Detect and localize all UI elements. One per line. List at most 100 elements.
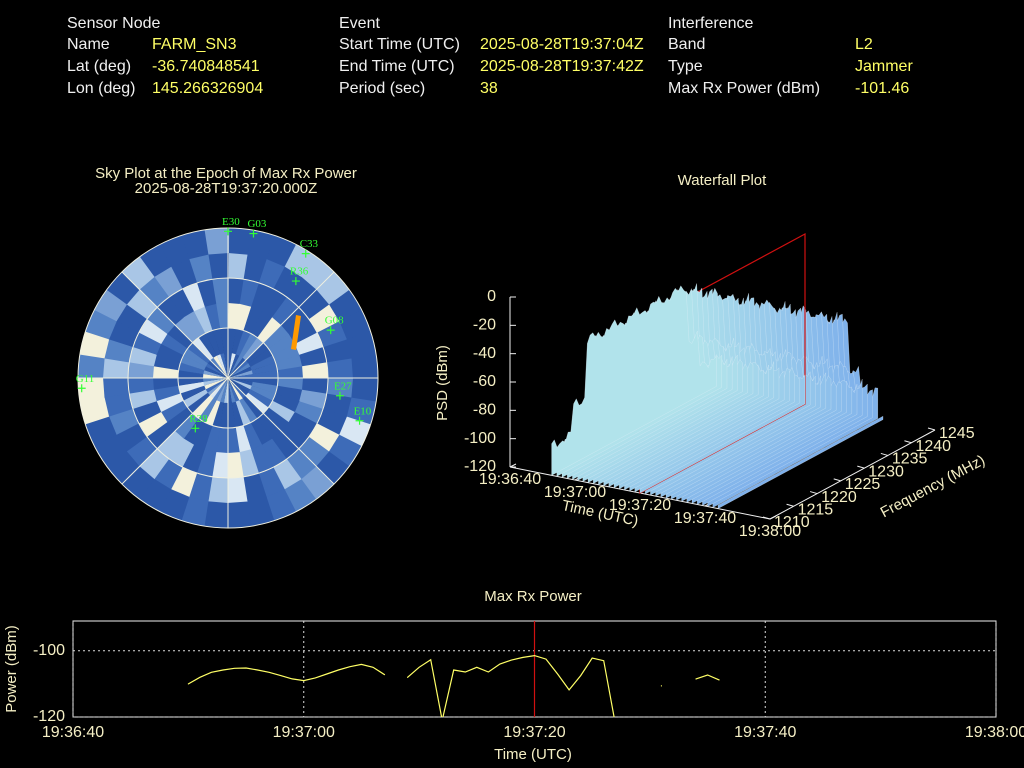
heat-cell <box>116 303 148 333</box>
heat-cell <box>139 275 170 308</box>
heat-cell <box>153 458 183 490</box>
x-tick-label: 19:37:40 <box>734 724 796 741</box>
heat-cell <box>263 324 290 349</box>
heat-cell <box>181 444 205 474</box>
field-label: Period (sec) <box>339 80 425 97</box>
heat-cell <box>212 401 225 428</box>
heat-cell <box>152 365 179 378</box>
field-label: Lon (deg) <box>67 80 136 97</box>
satellite-label: G03 <box>247 218 266 230</box>
heat-cell <box>79 330 110 359</box>
heat-cell <box>228 378 253 390</box>
freq-axis <box>769 429 936 520</box>
heat-cell <box>228 370 254 378</box>
heat-cell <box>250 385 276 402</box>
heat-cell <box>203 501 228 528</box>
heat-cell <box>235 303 252 331</box>
field-value: Jammer <box>855 58 913 75</box>
heat-cell <box>170 466 198 498</box>
sky-subtitle: 2025-08-28T19:37:20.000Z <box>135 180 318 197</box>
satellite-label: E10 <box>354 405 372 417</box>
time-tick <box>509 463 517 468</box>
heat-cell <box>272 296 300 326</box>
heat-cell <box>228 378 243 401</box>
heat-cell <box>228 353 240 378</box>
heat-cell <box>220 352 228 378</box>
satellite-marker <box>335 391 344 400</box>
sky-title: Sky Plot at the Epoch of Max Rx Power <box>95 165 357 182</box>
heat-cell <box>219 402 228 429</box>
heat-cell <box>245 392 269 414</box>
heat-cell <box>152 377 179 390</box>
field-value: 145.266326904 <box>152 80 263 97</box>
heat-cell <box>128 346 157 367</box>
heat-cell <box>245 342 270 364</box>
heat-cell <box>228 355 244 378</box>
heat-cell <box>268 333 296 356</box>
heat-cell <box>177 369 204 378</box>
heat-cell <box>251 381 278 394</box>
field-label: Lat (deg) <box>67 58 131 75</box>
heat-cell <box>228 252 249 280</box>
heat-cell <box>132 331 162 355</box>
heat-cell <box>202 369 228 378</box>
heat-cell <box>224 352 229 378</box>
heat-cell <box>252 370 279 379</box>
satellite-label: G11 <box>76 373 95 385</box>
freq-tick-label: 1235 <box>892 451 928 468</box>
y-tick-label: -120 <box>33 708 65 725</box>
z-tick-label: 0 <box>487 288 496 305</box>
chart-title: Max Rx Power <box>484 588 582 605</box>
heat-cell <box>182 389 208 408</box>
heat-cell <box>127 377 154 394</box>
heat-cell <box>187 342 211 364</box>
heat-cell <box>239 449 260 478</box>
heat-cell <box>228 366 253 378</box>
heat-cell <box>196 449 217 478</box>
heat-cell <box>171 258 198 289</box>
heat-cell <box>220 327 229 354</box>
waterfall-title: Waterfall Plot <box>678 172 767 189</box>
freq-tick-label: 1220 <box>821 489 857 506</box>
field-label: Type <box>668 58 703 75</box>
satellite-marker <box>301 249 310 258</box>
freq-tick <box>762 516 771 520</box>
field-value: L2 <box>855 36 873 53</box>
freq-tick-label: 1225 <box>845 476 881 493</box>
heat-cell <box>192 395 214 419</box>
heat-cell <box>159 234 191 267</box>
heat-cell <box>257 316 282 343</box>
heat-cell <box>302 378 329 395</box>
heat-cell <box>247 229 276 260</box>
spectrum-slice <box>717 415 884 509</box>
heat-cell <box>228 363 251 378</box>
freq-tick <box>904 440 912 444</box>
heat-cell <box>351 378 378 403</box>
heat-cell <box>204 228 230 255</box>
heat-cell <box>257 413 282 440</box>
heat-cell <box>271 431 300 460</box>
heat-cell <box>160 400 188 423</box>
heat-cell <box>226 501 252 528</box>
field-label: Start Time (UTC) <box>339 36 460 53</box>
freq-tick-label: 1230 <box>868 463 904 480</box>
heat-cell <box>277 378 304 391</box>
heat-cell <box>108 408 139 435</box>
heat-cell <box>180 354 206 371</box>
satellite-label: E27 <box>334 380 352 392</box>
heat-cell <box>250 418 273 446</box>
freq-tick <box>810 491 818 495</box>
satellite-label: R36 <box>290 266 309 278</box>
heat-cell <box>108 320 140 348</box>
satellite-marker <box>249 229 258 238</box>
heat-cell <box>228 352 237 378</box>
heat-cell <box>126 288 158 320</box>
heat-cell <box>228 327 237 354</box>
heat-cell <box>198 398 217 423</box>
x-tick-label: 19:37:20 <box>503 724 565 741</box>
satellite-label: E30 <box>222 216 240 228</box>
heat-cell <box>351 354 378 380</box>
field-value: -36.740848541 <box>152 58 260 75</box>
heat-cell <box>258 258 286 290</box>
